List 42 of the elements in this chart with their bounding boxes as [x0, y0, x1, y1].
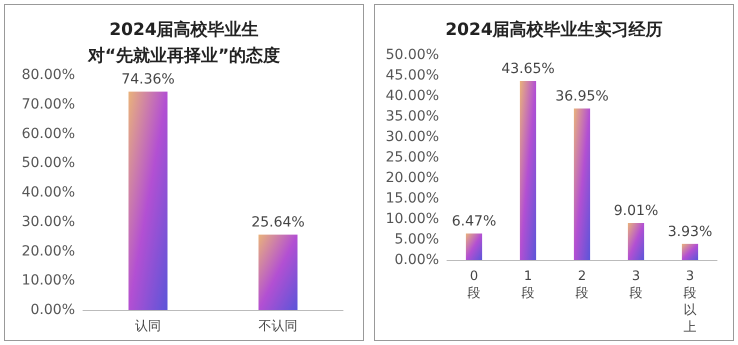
x-tick-label: 0段 [468, 269, 480, 301]
bar [466, 233, 482, 260]
chart-subtitle: 对“先就业再择业”的态度 [86, 46, 280, 66]
data-label: 43.65% [501, 61, 555, 78]
x-tick-label: 2段 [576, 269, 588, 301]
data-label: 9.01% [614, 203, 658, 220]
y-tick-label: 45.00% [386, 68, 439, 84]
data-label: 25.64% [251, 214, 305, 231]
y-tick-label: 35.00% [386, 108, 439, 124]
x-tick-label: 1段 [522, 269, 534, 301]
data-label: 74.36% [121, 72, 175, 88]
x-tick-label: 3段以上 [684, 269, 696, 335]
x-tick-label: 不认同 [258, 319, 298, 334]
bar [520, 81, 536, 260]
y-tick-label: 0.00% [394, 252, 439, 268]
y-tick-label: 80.00% [22, 67, 75, 83]
y-tick-label: 30.00% [22, 214, 75, 230]
y-tick-label: 20.00% [22, 243, 75, 260]
y-tick-label: 70.00% [22, 96, 75, 112]
y-tick-label: 25.00% [386, 150, 439, 166]
y-tick-label: 10.00% [22, 272, 75, 289]
y-tick-label: 60.00% [22, 126, 75, 142]
data-label: 3.93% [668, 224, 712, 240]
y-tick-label: 50.00% [386, 47, 439, 63]
y-tick-label: 15.00% [386, 190, 439, 206]
bar [628, 223, 644, 260]
data-label: 36.95% [555, 88, 609, 105]
bar [682, 244, 698, 260]
bar [574, 108, 590, 260]
x-tick-label: 3段 [630, 269, 642, 301]
y-tick-label: 5.00% [394, 232, 439, 248]
data-label: 6.47% [452, 213, 496, 230]
x-tick-label: 认同 [135, 319, 161, 334]
y-tick-label: 50.00% [22, 155, 75, 172]
y-tick-label: 40.00% [386, 88, 439, 104]
y-tick-label: 0.00% [30, 302, 75, 318]
chart-title: 2024届高校毕业生 [109, 20, 259, 40]
chart-title: 2024届高校毕业生实习经历 [445, 20, 663, 40]
y-tick-label: 40.00% [22, 184, 75, 200]
y-tick-label: 20.00% [386, 170, 439, 186]
y-tick-label: 30.00% [386, 129, 439, 145]
y-tick-label: 10.00% [386, 211, 439, 227]
